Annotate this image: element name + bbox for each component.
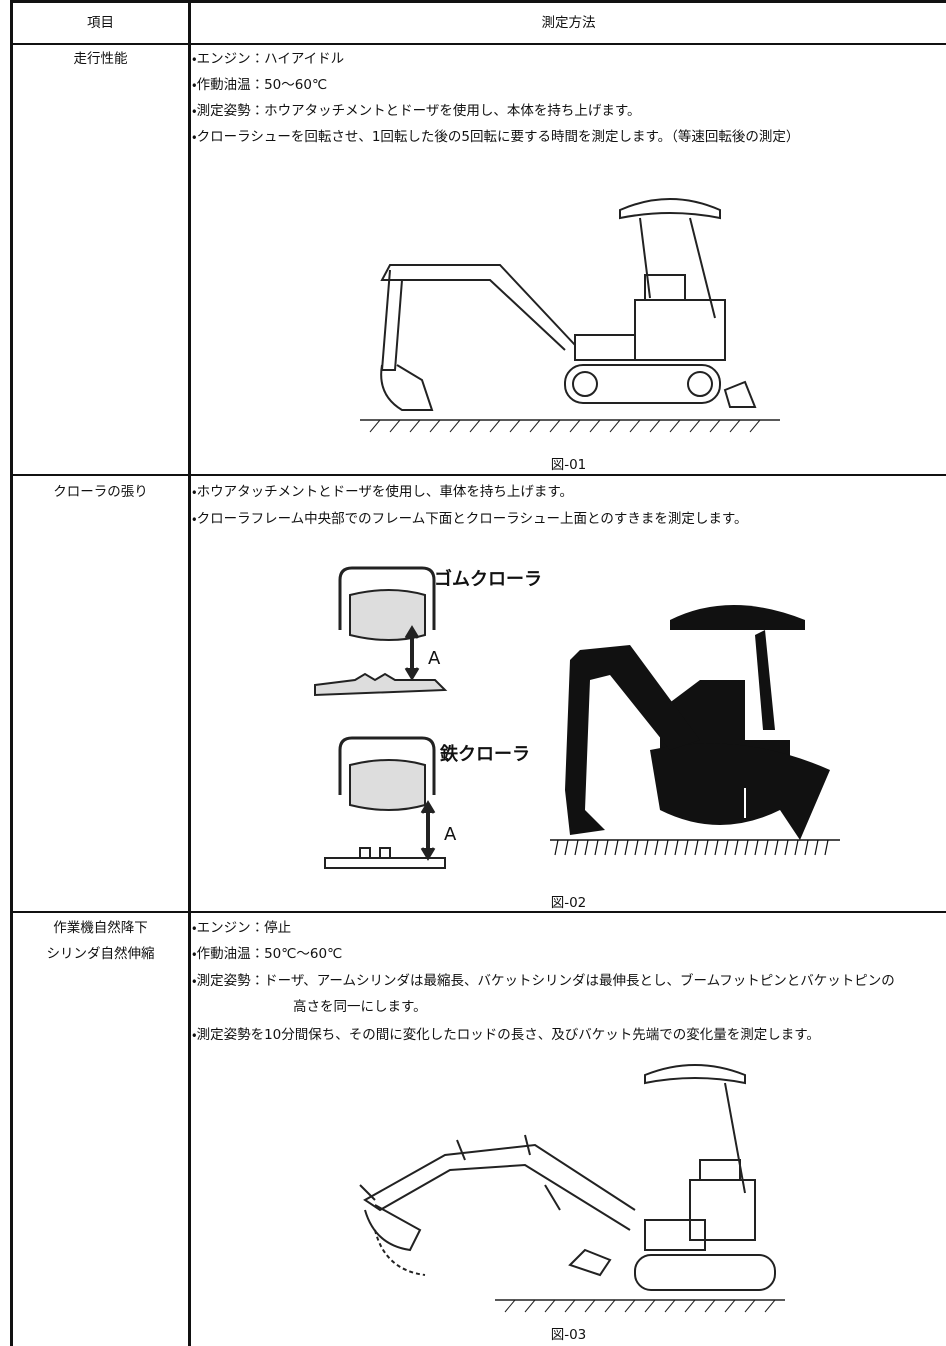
- text-line: ・エンジン：ハイアイドル: [192, 51, 345, 67]
- text-line: ・測定姿勢：ホウアタッチメントとドーザを使用し、本体を持ち上げます。: [192, 103, 641, 119]
- text-line: ・作動油温：50℃～60℃: [192, 946, 343, 962]
- item: シリンダ自然伸縮: [46, 946, 155, 962]
- figure-caption: 図-01: [550, 457, 587, 473]
- text-line: ・ホウアタッチメントとドーザを使用し、車体を持ち上げます。: [192, 484, 573, 500]
- figure-caption: 図-03: [550, 1327, 587, 1343]
- header-cell: 項目: [87, 15, 114, 31]
- excavator-figure: [359, 1064, 785, 1313]
- text-line: ・エンジン：停止: [192, 920, 292, 936]
- border: [10, 911, 946, 913]
- figure-label: A: [428, 648, 441, 669]
- item: クローラの張り: [53, 484, 148, 500]
- border: [188, 0, 191, 1346]
- item: 作業機自然降下: [53, 920, 148, 936]
- border: [10, 0, 946, 3]
- text-line: ・クローラフレーム中央部でのフレーム下面とクローラシュー上面とのすきまを測定しま…: [192, 511, 748, 527]
- figure-label: 鉄クローラ: [440, 744, 530, 765]
- item: 走行性能: [73, 51, 128, 67]
- excavator-figure: [360, 198, 780, 433]
- text-line: 高さを同一にします。: [293, 999, 427, 1015]
- figure-label: ゴムクローラ: [434, 569, 542, 590]
- border: [10, 474, 946, 476]
- figure-label: A: [444, 824, 457, 845]
- crawler-figure: [314, 566, 448, 869]
- text-line: ・クローラシューを回転させ、1回転した後の5回転に要する時間を測定します。（等速…: [192, 129, 800, 145]
- figure-caption: 図-02: [550, 895, 587, 911]
- border: [10, 43, 946, 45]
- border: [10, 0, 13, 1346]
- header-cell: 測定方法: [541, 15, 596, 31]
- excavator-silhouette: [550, 605, 840, 856]
- text-line: ・測定姿勢を10分間保ち、その間に変化したロッドの長さ、及びバケット先端での変化…: [192, 1027, 820, 1043]
- text-line: ・作動油温：50～60℃: [192, 77, 328, 93]
- text-line: ・測定姿勢：ドーザ、アームシリンダは最縮長、バケットシリンダは最伸長とし、ブーム…: [192, 973, 895, 989]
